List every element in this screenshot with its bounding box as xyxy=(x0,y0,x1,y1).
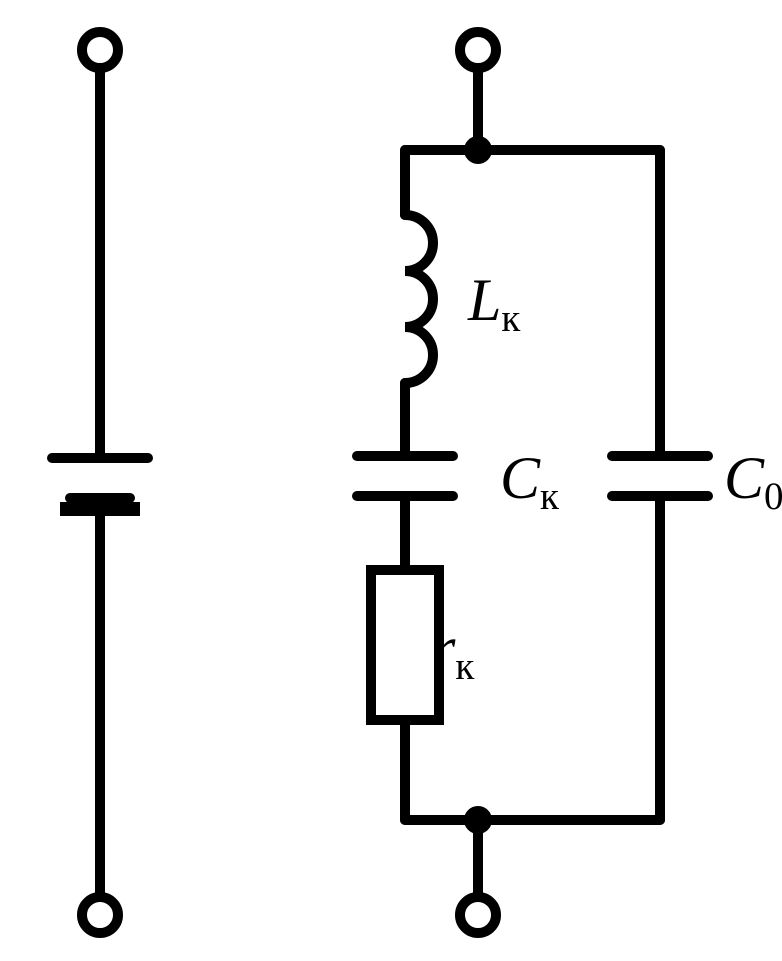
label-lk: Lк xyxy=(467,267,520,340)
label-c0: C0 xyxy=(724,445,782,518)
node-bottom xyxy=(469,811,487,829)
label-rk: rк xyxy=(432,615,474,688)
inductor-lk xyxy=(405,215,433,383)
left-terminal-bottom xyxy=(82,897,118,933)
crystal-equivalent-circuit: Lк Cк rк C0 xyxy=(0,0,782,961)
resistor-rk xyxy=(371,570,439,720)
node-top xyxy=(469,141,487,159)
right-terminal-top xyxy=(460,32,496,68)
label-ck: Cк xyxy=(500,445,559,518)
left-terminal-top xyxy=(82,32,118,68)
right-terminal-bottom xyxy=(460,897,496,933)
